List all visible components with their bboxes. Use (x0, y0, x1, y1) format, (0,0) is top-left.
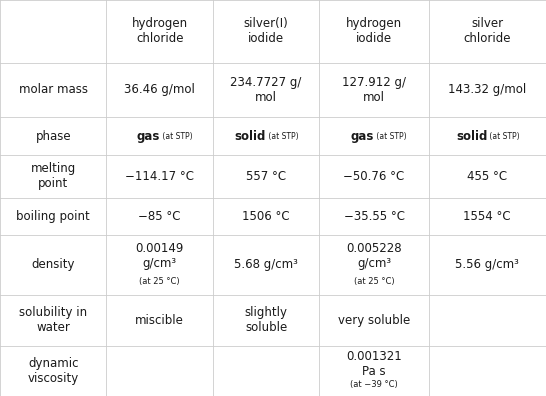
Text: (at −39 °C): (at −39 °C) (350, 381, 398, 389)
Text: solid: solid (235, 129, 266, 143)
Text: gas: gas (136, 129, 159, 143)
Text: miscible: miscible (135, 314, 184, 327)
Text: 1554 °C: 1554 °C (464, 209, 511, 223)
Text: (at 25 °C): (at 25 °C) (354, 277, 394, 286)
Text: melting
point: melting point (31, 162, 76, 190)
Text: very soluble: very soluble (338, 314, 410, 327)
Text: (at 25 °C): (at 25 °C) (139, 277, 180, 286)
Text: solubility in
water: solubility in water (19, 307, 87, 334)
Text: silver
chloride: silver chloride (464, 17, 511, 45)
Text: −85 °C: −85 °C (139, 209, 181, 223)
Text: −35.55 °C: −35.55 °C (343, 209, 405, 223)
Text: gas: gas (351, 129, 374, 143)
Text: 36.46 g/mol: 36.46 g/mol (124, 83, 195, 96)
Text: silver(I)
iodide: silver(I) iodide (244, 17, 288, 45)
Text: 557 °C: 557 °C (246, 170, 286, 183)
Text: 5.56 g/cm³: 5.56 g/cm³ (455, 259, 519, 271)
Text: −50.76 °C: −50.76 °C (343, 170, 405, 183)
Text: 0.00149
g/cm³: 0.00149 g/cm³ (135, 242, 184, 270)
Text: density: density (32, 259, 75, 271)
Text: hydrogen
chloride: hydrogen chloride (132, 17, 188, 45)
Text: 455 °C: 455 °C (467, 170, 507, 183)
Text: phase: phase (35, 129, 71, 143)
Text: 234.7727 g/
mol: 234.7727 g/ mol (230, 76, 302, 104)
Text: (at STP): (at STP) (487, 131, 520, 141)
Text: −114.17 °C: −114.17 °C (125, 170, 194, 183)
Text: 127.912 g/
mol: 127.912 g/ mol (342, 76, 406, 104)
Text: slightly
soluble: slightly soluble (245, 307, 288, 334)
Text: 0.001321
Pa s: 0.001321 Pa s (346, 350, 402, 378)
Text: dynamic
viscosity: dynamic viscosity (28, 357, 79, 385)
Text: (at STP): (at STP) (159, 131, 192, 141)
Text: (at STP): (at STP) (266, 131, 299, 141)
Text: 0.005228
g/cm³: 0.005228 g/cm³ (346, 242, 402, 270)
Text: hydrogen
iodide: hydrogen iodide (346, 17, 402, 45)
Text: 5.68 g/cm³: 5.68 g/cm³ (234, 259, 298, 271)
Text: boiling point: boiling point (16, 209, 90, 223)
Text: 1506 °C: 1506 °C (242, 209, 290, 223)
Text: 143.32 g/mol: 143.32 g/mol (448, 83, 526, 96)
Text: molar mass: molar mass (19, 83, 88, 96)
Text: (at STP): (at STP) (374, 131, 407, 141)
Text: solid: solid (456, 129, 487, 143)
